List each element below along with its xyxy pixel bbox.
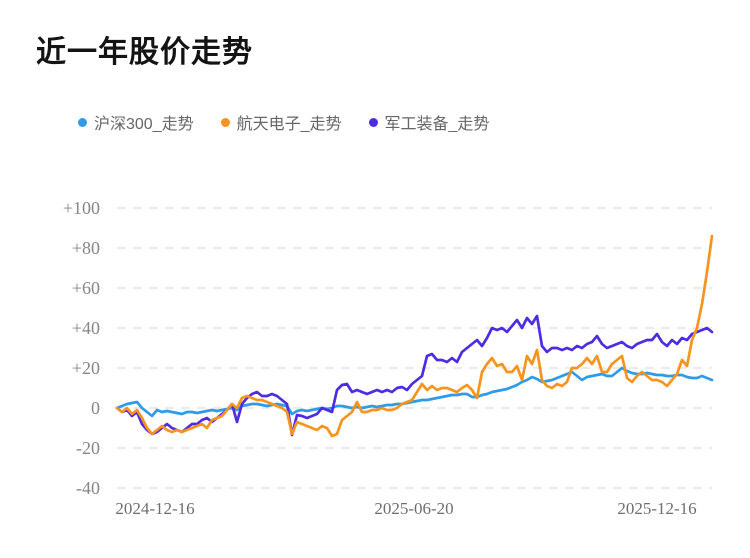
y-tick-20: +20 bbox=[71, 358, 100, 378]
y-tick-neg40: -40 bbox=[76, 478, 100, 498]
y-tick-0: 0 bbox=[91, 398, 100, 418]
y-tick-neg20: -20 bbox=[76, 438, 100, 458]
chart-title: 近一年股价走势 bbox=[36, 36, 253, 69]
legend-item-hs300[interactable]: 沪深300_走势 bbox=[78, 110, 194, 134]
legend-dot-jungong-zhuangbei-icon bbox=[368, 117, 378, 127]
legend-dot-hs300-icon bbox=[78, 117, 87, 127]
series-line-hs300 bbox=[115, 366, 714, 418]
legend-label-hangtian-dianzi: 航天电子_走势 bbox=[236, 116, 342, 133]
y-tick-100: +100 bbox=[62, 198, 100, 218]
x-tick-middle: 2025-06-20 bbox=[374, 499, 454, 518]
x-tick-end: 2025-12-16 bbox=[617, 499, 697, 518]
chart-legend: 沪深300_走势 航天电子_走势 军工装备_走势 bbox=[78, 110, 489, 134]
legend-label-hs300: 沪深300_走势 bbox=[94, 116, 194, 133]
series-line-hangtian-dianzi bbox=[115, 234, 714, 438]
series-line-jungong-zhuangbei bbox=[115, 314, 714, 437]
legend-item-jungong-zhuangbei[interactable]: 军工装备_走势 bbox=[368, 110, 490, 134]
legend-item-hangtian-dianzi[interactable]: 航天电子_走势 bbox=[220, 110, 342, 134]
legend-dot-hangtian-dianzi-icon bbox=[220, 117, 230, 127]
legend-label-jungong-zhuangbei: 军工装备_走势 bbox=[384, 116, 490, 133]
y-tick-60: +60 bbox=[71, 278, 100, 298]
x-tick-start: 2024-12-16 bbox=[115, 499, 195, 518]
y-tick-40: +40 bbox=[71, 318, 100, 338]
y-tick-80: +80 bbox=[71, 238, 100, 258]
